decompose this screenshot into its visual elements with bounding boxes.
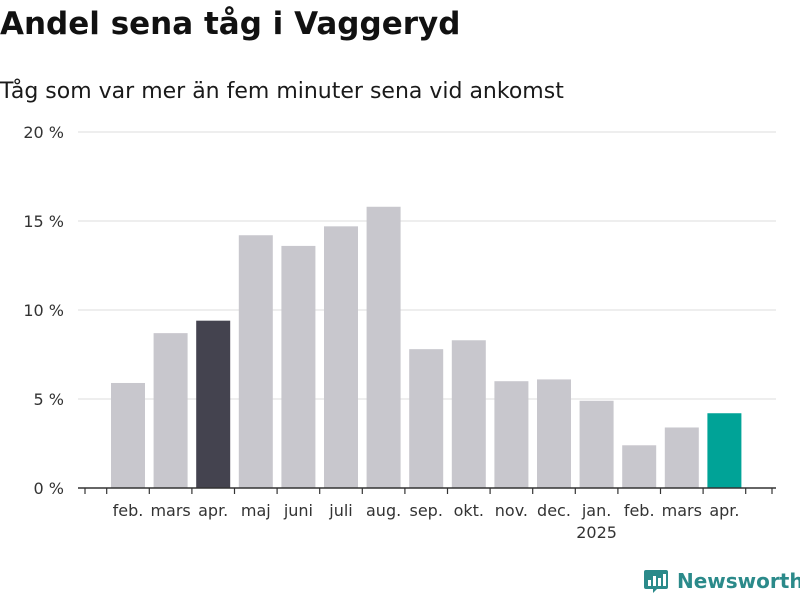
x-tick-label: maj (241, 501, 271, 520)
newsworthy-logo-icon (644, 570, 668, 593)
x-year-label: 2025 (576, 523, 617, 542)
x-tick-label: apr. (709, 501, 739, 520)
bar (537, 379, 571, 488)
bar (111, 382, 145, 488)
bar (622, 445, 657, 488)
x-tick-label: okt. (454, 501, 484, 520)
x-tick-label: aug. (366, 501, 401, 520)
x-tick-label: nov. (495, 501, 528, 520)
chart-title: Andel sena tåg i Vaggeryd (0, 6, 461, 42)
y-tick-label: 10 % (23, 301, 64, 320)
x-tick-label: juni (283, 501, 313, 520)
bar (409, 349, 444, 488)
y-tick-label: 20 % (23, 123, 64, 142)
x-tick-label: apr. (198, 501, 228, 520)
y-tick-label: 5 % (34, 390, 64, 409)
bar (451, 340, 486, 488)
x-tick-label: jan. (581, 501, 611, 520)
bar (664, 427, 699, 488)
y-tick-label: 0 % (34, 479, 64, 498)
x-tick-label: sep. (409, 501, 442, 520)
x-tick-label: feb. (113, 501, 144, 520)
bar (153, 333, 188, 488)
bar (238, 235, 273, 488)
bar (707, 413, 742, 488)
bar (579, 400, 614, 488)
y-tick-label: 15 % (23, 212, 64, 231)
x-tick-label: juli (328, 501, 352, 520)
bar (494, 381, 529, 488)
bar (366, 206, 401, 488)
x-tick-label: mars (662, 501, 702, 520)
bar (281, 245, 316, 488)
x-tick-label: dec. (537, 501, 571, 520)
x-tick-label: feb. (624, 501, 655, 520)
chart-subtitle: Tåg som var mer än fem minuter sena vid … (0, 79, 564, 104)
bar (324, 226, 358, 488)
brand-name: Newsworthy (677, 569, 800, 593)
bar (196, 320, 231, 488)
x-tick-label: mars (150, 501, 190, 520)
bar-chart: 0 % 5 % 10 % 15 % 20 % feb. mars apr. maj juni jul… (23, 123, 776, 542)
brand-logo: Newsworthy (643, 568, 800, 594)
